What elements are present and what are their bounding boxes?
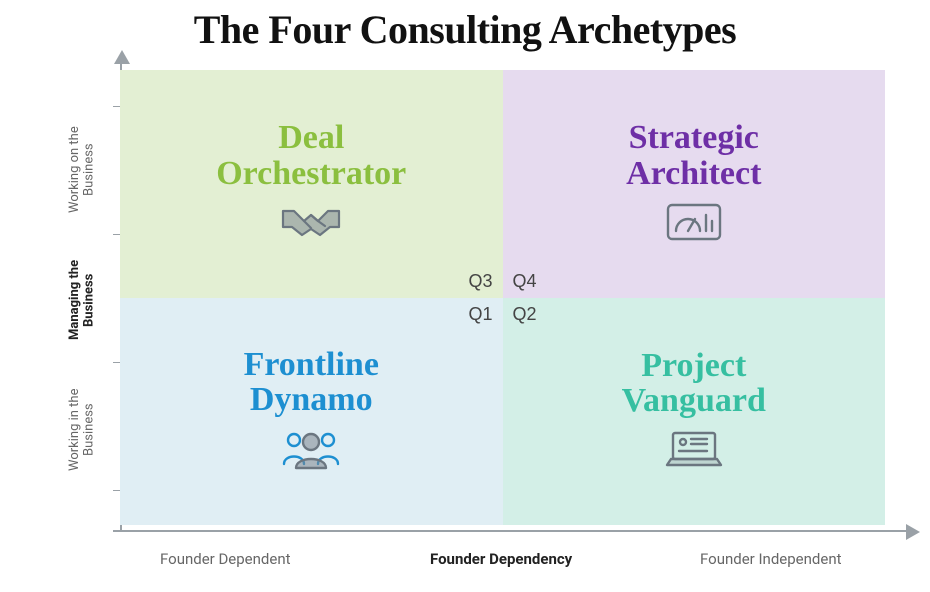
quadrant-q4: Strategic Architect Q4 [503,70,886,298]
quadrant-plot: Deal Orchestrator Q3 Strategic Architect [120,70,885,525]
dashboard-icon [664,201,724,247]
y-axis-arrow [114,50,130,64]
q2-id: Q2 [513,304,537,325]
quadrant-q1: Q1 Frontline Dynamo [120,298,503,526]
x-axis-arrow [906,524,920,540]
q4-title: Strategic Architect [626,120,761,191]
handshake-icon [280,201,342,247]
title-text: The Four Consulting Archetypes [194,7,736,52]
y-label-bot: Working in the Business [68,370,116,490]
q3-id: Q3 [468,271,492,292]
y-tick [113,362,120,363]
x-label-right: Founder Independent [700,550,842,568]
y-tick [113,234,120,235]
y-tick [113,106,120,107]
page-title: The Four Consulting Archetypes [0,6,930,53]
q4-id: Q4 [513,271,537,292]
people-icon [280,428,342,476]
q1-title: Frontline Dynamo [244,347,379,418]
laptop-icon [663,429,725,475]
quadrant-q3: Deal Orchestrator Q3 [120,70,503,298]
y-label-mid: Managing the Business [68,240,116,360]
q2-title: Project Vanguard [622,348,766,419]
quadrant-q2: Q2 Project Vanguard [503,298,886,526]
x-label-left: Founder Dependent [160,550,291,568]
x-label-mid: Founder Dependency [430,550,572,568]
q1-id: Q1 [468,304,492,325]
y-tick [113,490,120,491]
q3-title: Deal Orchestrator [216,120,406,191]
y-label-top: Working on the Business [68,110,116,230]
x-axis-line [113,530,908,532]
